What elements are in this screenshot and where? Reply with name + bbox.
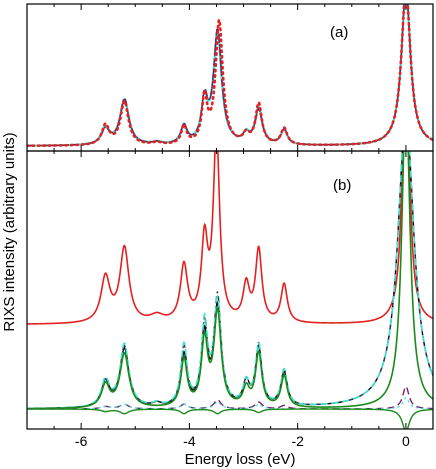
plot-area [27,151,433,429]
panel-label: (a) [330,24,348,41]
plot-area [27,4,433,147]
series-line-0-2 [27,4,433,147]
series-line-0-1 [27,4,433,147]
series-line-0-0 [27,4,433,147]
y-axis-label: RIXS intensity (arbitrary units) [1,132,18,331]
panel-label: (b) [333,177,351,194]
series-line-0-3 [27,4,433,147]
series-line-1-2 [27,151,433,410]
x-tick-label: -4 [183,433,196,449]
panel-b: (b) [26,150,434,430]
x-axis: -6 -4 -2 0 [75,433,410,449]
series-line-1-4 [27,151,433,410]
x-tick-label: 0 [402,433,410,449]
series-line-1-7 [27,408,433,429]
series-line-1-0 [27,151,433,325]
panel-a: (a) [26,3,434,152]
series-line-1-3 [27,151,433,410]
x-tick-label: -6 [75,433,88,449]
x-axis-label: Energy loss (eV) [185,451,296,468]
series-line-1-1 [27,151,433,410]
panel-frame [26,150,434,430]
x-tick-label: -2 [291,433,304,449]
